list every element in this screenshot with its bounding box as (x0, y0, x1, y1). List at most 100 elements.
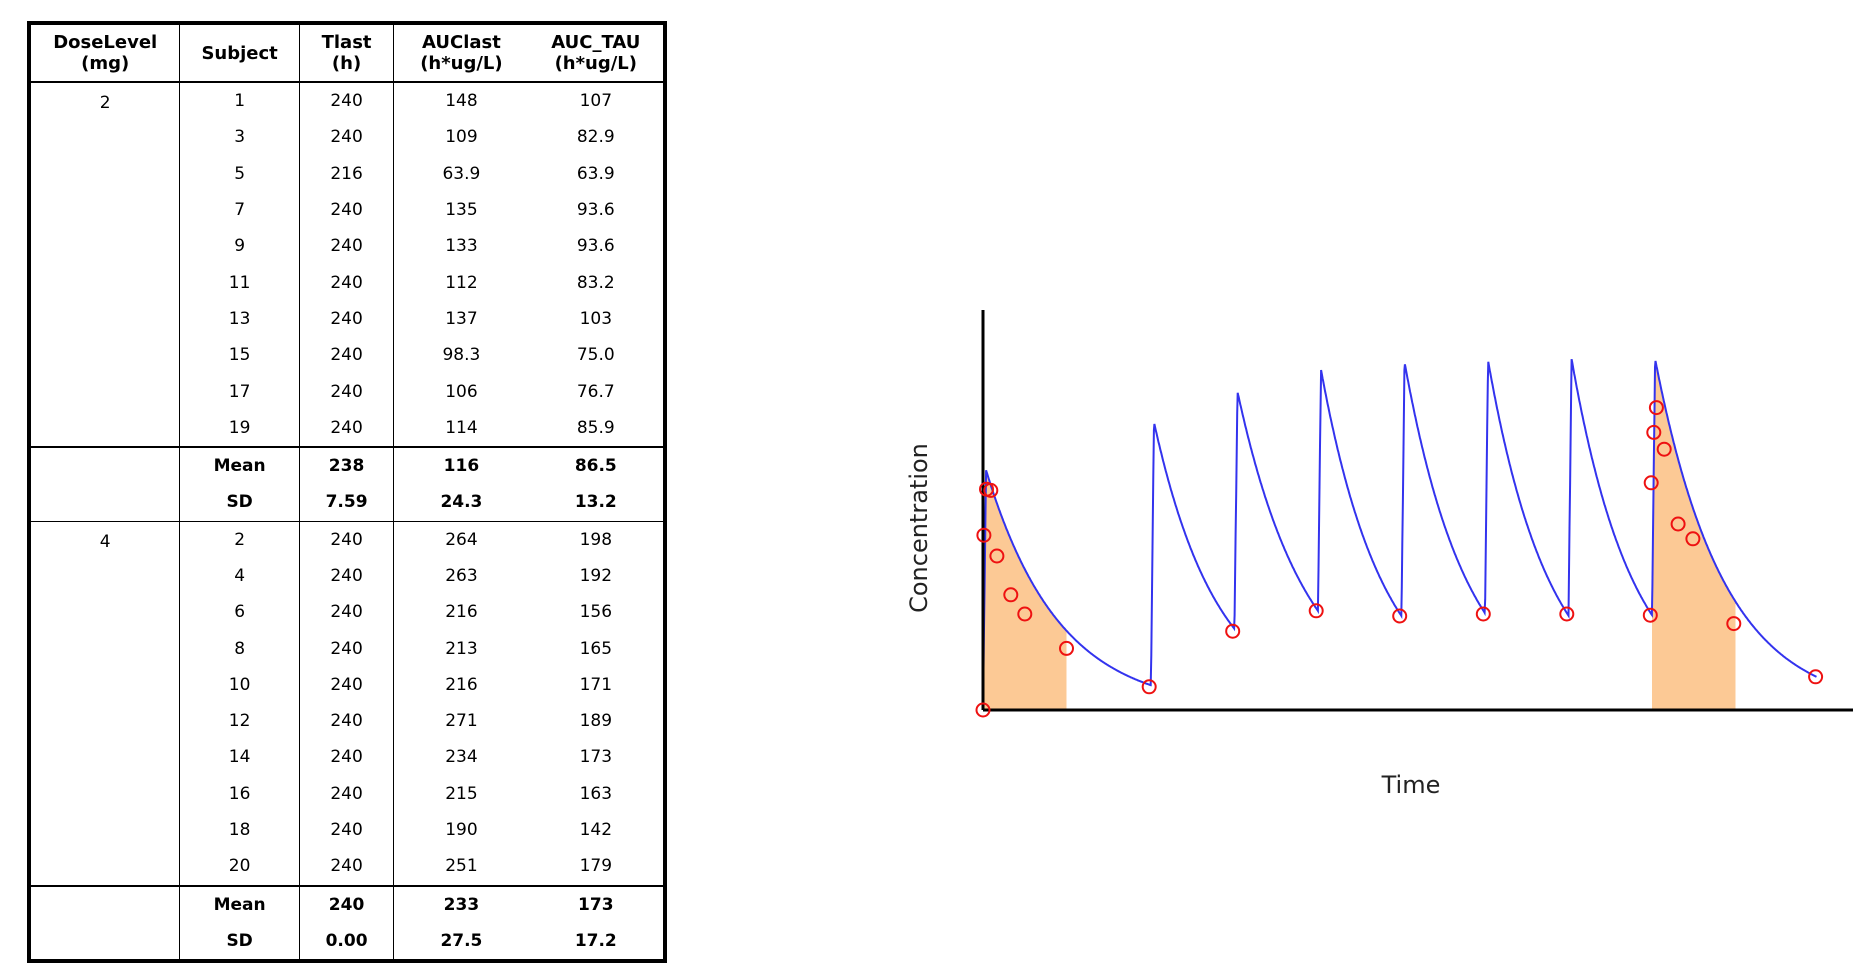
pk-parameter-table-container: DoseLevel (mg) Subject Tlast (h) AUClast… (27, 21, 667, 963)
auclast-cell: 98.3 (442, 345, 481, 366)
auclast-cell: 251 (445, 856, 478, 877)
header-dose-level: DoseLevel (mg) (29, 23, 181, 83)
observation-point-19 (1656, 441, 1672, 457)
auc-shade-2 (1652, 361, 1736, 710)
auclast-cell: 135 (445, 200, 478, 221)
observation-point-15 (1642, 607, 1658, 623)
header-auctau-unit: (h*ug/L) (554, 53, 637, 74)
auclast-cell: 263 (445, 566, 478, 586)
mean-tlast-cell: 240 (299, 884, 395, 923)
header-tlast: Tlast (h) (299, 23, 395, 83)
observation-point-22 (1726, 616, 1742, 632)
tlast-cell: 240 (299, 191, 395, 229)
table-body: 2 1 240 148 107 3 240 109 82.9 5 216 63.9 63.9 7 240 13… (29, 82, 665, 962)
stat-dose-blank (29, 445, 181, 522)
tlast-cell: 240 (299, 775, 395, 812)
header-subject: Subject (179, 23, 300, 83)
auclast-cell: 190 (445, 820, 478, 841)
tlast-cell: 240 (299, 739, 395, 776)
subject-cell: 16 (179, 775, 300, 812)
header-auctau-name: AUC_TAU (551, 32, 641, 53)
mean-label: Mean (179, 884, 300, 923)
table-row: 8 240 213 165 (29, 630, 665, 667)
header-dose-level-name: DoseLevel (53, 32, 158, 53)
auclast-cell: 112 (445, 272, 478, 293)
auclast-cell: 264 (393, 520, 529, 558)
observation-point-8 (1059, 640, 1074, 656)
sd-row: SD 7.59 24.3 13.2 (29, 484, 665, 522)
auclast-cell: 216 (445, 602, 478, 623)
auctau-cell: 165 (579, 638, 613, 659)
subject-cell: 13 (179, 300, 300, 338)
tlast-cell: 240 (299, 409, 395, 447)
auctau-cell: 179 (579, 856, 613, 877)
concentration-curve-layer (982, 359, 1817, 711)
auclast-cell: 271 (445, 711, 478, 732)
sd-auclast-cell: 24.3 (440, 492, 483, 513)
observation-point-17 (1646, 424, 1662, 440)
table-row: 10 240 216 171 (29, 666, 665, 704)
subject-cell: 10 (179, 666, 300, 704)
tlast-cell: 240 (299, 848, 395, 886)
auclast-cell: 106 (445, 381, 478, 402)
observation-point-1 (975, 702, 991, 718)
dose-level-cell: 4 (29, 520, 181, 886)
auctau-cell: 156 (579, 602, 613, 623)
observation-point-16 (1643, 475, 1659, 491)
auctau-cell: 189 (579, 711, 613, 732)
header-tlast-name: Tlast (321, 32, 372, 53)
tlast-cell: 240 (299, 811, 395, 849)
y-axis-title: Concentration (905, 443, 933, 613)
auctau-cell: 171 (579, 674, 613, 695)
auclast-cell: 216 (445, 674, 478, 695)
mean-auctau-cell: 86.5 (528, 445, 665, 485)
table-row: 7 240 135 93.6 (29, 191, 665, 229)
auctau-cell: 75.0 (576, 345, 615, 366)
auclast-cell: 213 (445, 638, 478, 659)
sd-auctau-cell: 13.2 (574, 492, 617, 513)
observation-point-6 (1003, 587, 1019, 603)
header-auclast: AUClast (h*ug/L) (393, 23, 529, 83)
tlast-cell: 240 (299, 557, 395, 595)
subject-cell: 14 (179, 739, 300, 776)
auclast-cell: 148 (445, 91, 478, 112)
sd-row: SD 0.00 27.5 17.2 (29, 922, 665, 962)
table-row: 12 240 271 189 (29, 703, 665, 740)
subject-cell: 8 (179, 630, 300, 667)
sd-auctau-cell: 17.2 (574, 930, 617, 951)
tlast-cell: 240 (299, 119, 395, 156)
header-auctau: AUC_TAU (h*ug/L) (528, 23, 665, 83)
observation-point-7 (1017, 606, 1033, 622)
subject-cell: 7 (179, 191, 300, 229)
mean-row: Mean 238 116 86.5 (29, 445, 665, 522)
auctau-cell: 107 (579, 91, 613, 112)
observation-point-18 (1648, 400, 1664, 416)
subject-cell: 9 (179, 228, 300, 265)
table-row: 9 240 133 93.6 (29, 228, 665, 265)
table-row: 13 240 137 103 (29, 300, 665, 338)
tlast-cell: 240 (299, 630, 395, 667)
auctau-cell: 173 (579, 747, 613, 768)
mean-auclast-cell: 116 (393, 445, 529, 485)
subject-cell: 20 (179, 848, 300, 886)
observation-point-4 (983, 482, 999, 498)
pk-parameter-table: DoseLevel (mg) Subject Tlast (h) AUClast… (27, 21, 667, 963)
auctau-cell: 82.9 (576, 127, 615, 148)
observation-point-23 (1808, 669, 1824, 685)
table-row: 2 1 240 148 107 (29, 82, 665, 447)
auclast-cell: 137 (445, 308, 478, 329)
table-row: 14 240 234 173 (29, 739, 665, 776)
auclast-cell: 215 (445, 783, 478, 804)
auctau-cell: 93.6 (576, 200, 615, 221)
subject-cell: 12 (179, 703, 300, 740)
auctau-cell: 83.2 (576, 272, 615, 293)
observation-point-10 (1225, 623, 1241, 639)
observation-point-21 (1685, 531, 1701, 547)
sd-auclast-cell: 27.5 (440, 930, 483, 951)
subject-cell: 3 (179, 119, 300, 156)
mean-auclast-cell: 233 (393, 884, 529, 923)
header-dose-level-unit: (mg) (81, 53, 130, 74)
sd-label: SD (179, 922, 300, 962)
auc-shaded-areas (983, 361, 1736, 710)
